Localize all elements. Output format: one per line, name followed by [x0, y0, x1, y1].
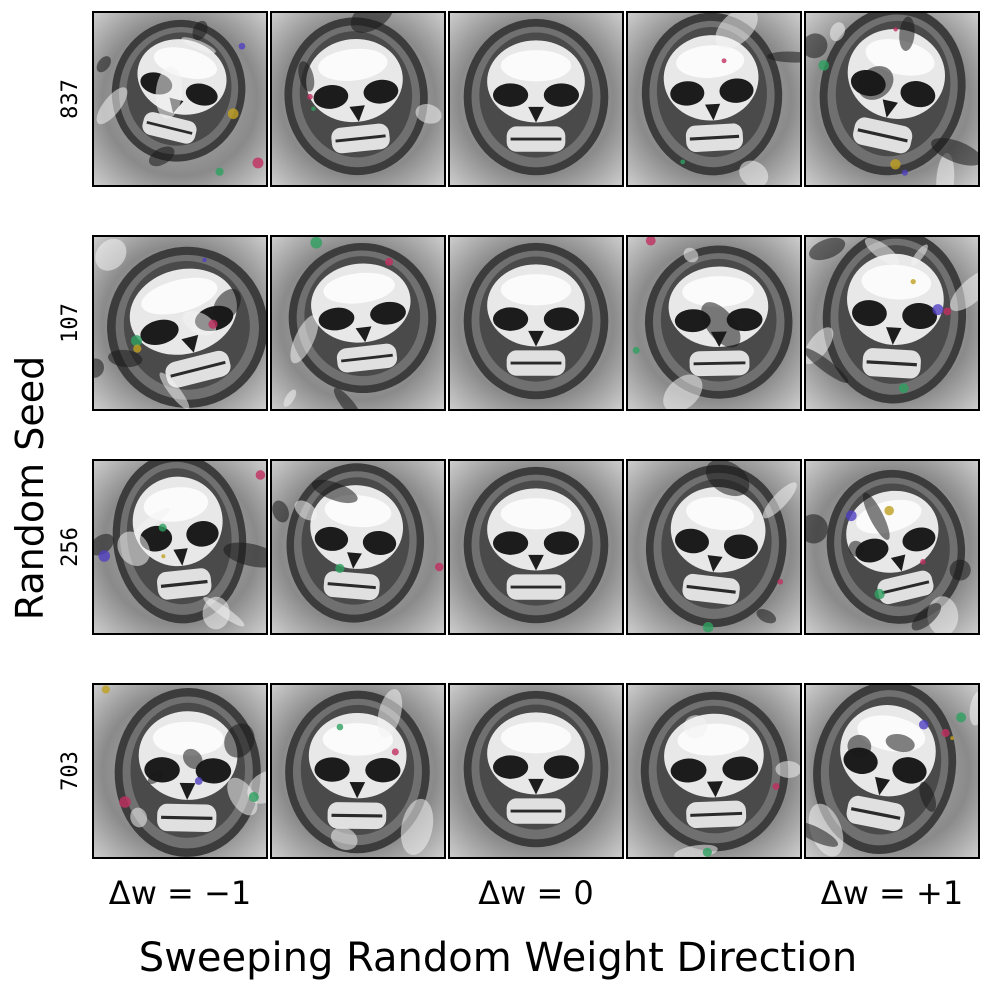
x-tick-left: Δw = −1 [108, 874, 252, 912]
skull-image [94, 685, 266, 857]
skull-image [628, 461, 800, 633]
skull-image [806, 13, 978, 185]
skull-image [272, 13, 444, 185]
image-tile [270, 235, 446, 411]
image-tile [270, 11, 446, 187]
image-tile [448, 235, 624, 411]
image-tile [270, 459, 446, 635]
x-tick-right: Δw = +1 [820, 874, 964, 912]
skull-image [272, 461, 444, 633]
skull-image [94, 461, 266, 633]
skull-image [450, 461, 622, 633]
image-tile [270, 683, 446, 859]
row-seed-label: 256 [57, 527, 83, 567]
skull-image [450, 685, 622, 857]
x-axis-label: Sweeping Random Weight Direction [138, 935, 858, 981]
image-tile [804, 11, 980, 187]
x-tick-center: Δw = 0 [478, 874, 594, 912]
skull-image [272, 685, 444, 857]
image-tile [92, 235, 268, 411]
row-seed-label: 703 [57, 751, 83, 791]
image-tile [92, 683, 268, 859]
image-tile [626, 683, 802, 859]
skull-image [806, 685, 978, 857]
image-tile [804, 459, 980, 635]
skull-image [806, 461, 978, 633]
skull-image [806, 237, 978, 409]
skull-image [628, 685, 800, 857]
skull-image [94, 237, 266, 409]
image-tile [626, 459, 802, 635]
skull-image [628, 13, 800, 185]
skull-image [450, 13, 622, 185]
row-seed-label: 107 [57, 303, 83, 343]
image-tile [448, 459, 624, 635]
y-axis-label-text: Random Seed [8, 355, 52, 621]
image-tile [448, 11, 624, 187]
row-seed-label: 837 [57, 79, 83, 119]
image-tile [448, 683, 624, 859]
image-tile [626, 235, 802, 411]
image-tile [626, 11, 802, 187]
skull-image [450, 237, 622, 409]
image-tile [804, 235, 980, 411]
image-tile [804, 683, 980, 859]
image-tile [92, 459, 268, 635]
skull-image [628, 237, 800, 409]
image-tile [92, 11, 268, 187]
skull-image [272, 237, 444, 409]
skull-image [94, 13, 266, 185]
